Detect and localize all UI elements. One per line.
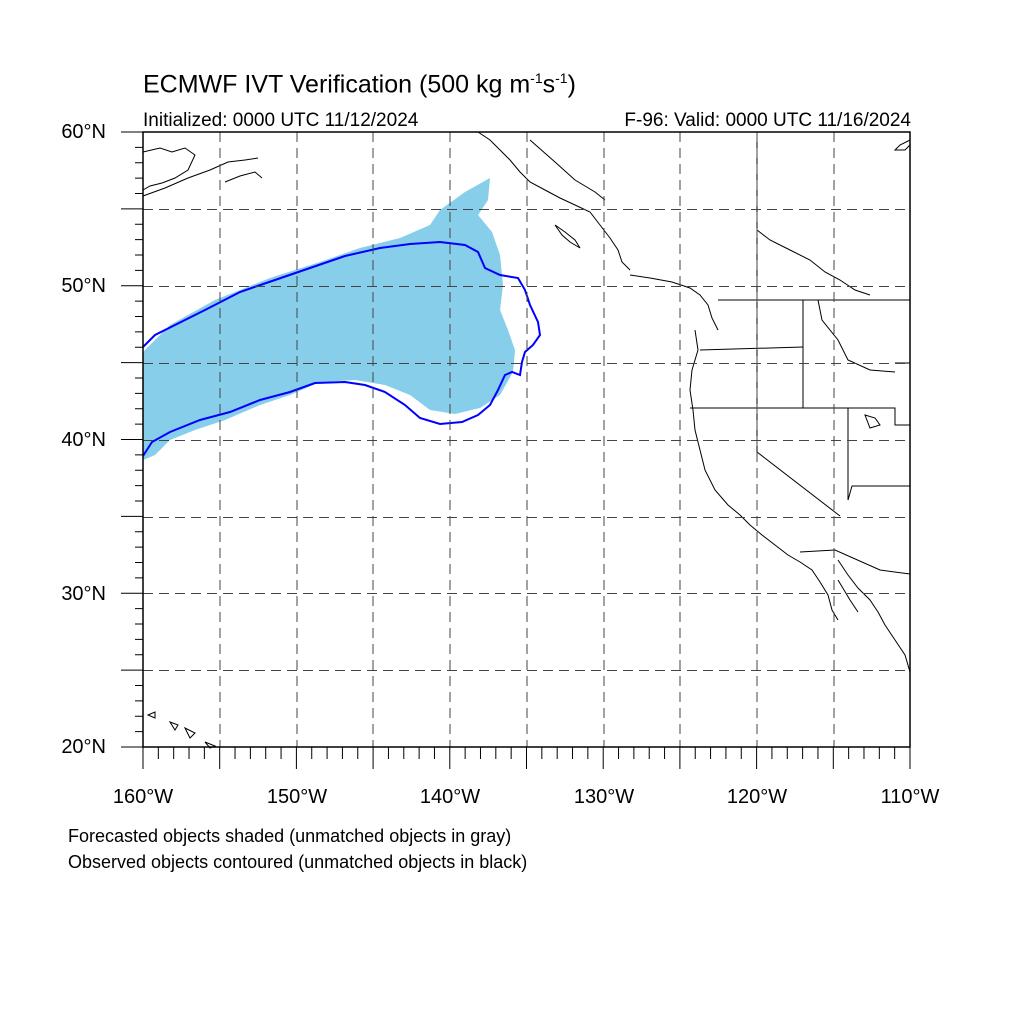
axis-ticks — [121, 131, 911, 769]
coastlines — [142, 131, 911, 749]
chart-title: ECMWF IVT Verification (500 kg m-1s-1) — [143, 70, 576, 99]
lon-label-150w: 150°W — [266, 786, 328, 808]
lat-label-50n: 50°N — [61, 275, 106, 297]
lat-label-20n: 20°N — [61, 736, 106, 758]
graticule — [143, 132, 910, 747]
valid-time-label: F-96: Valid: 0000 UTC 11/16/2024 — [624, 110, 911, 131]
initialized-label: Initialized: 0000 UTC 11/12/2024 — [143, 110, 419, 131]
observed-ivt-contour — [142, 240, 542, 457]
legend-forecast-note: Forecasted objects shaded (unmatched obj… — [68, 826, 512, 846]
lon-label-140w: 140°W — [419, 786, 481, 808]
lon-label-130w: 130°W — [573, 786, 635, 808]
political-borders — [690, 132, 911, 613]
lon-label-160w: 160°W — [112, 786, 174, 808]
lon-label-120w: 120°W — [726, 786, 788, 808]
lat-label-30n: 30°N — [61, 583, 106, 605]
lon-label-110w: 110°W — [880, 786, 940, 808]
lat-label-40n: 40°N — [61, 429, 106, 451]
legend-observed-note: Observed objects contoured (unmatched ob… — [68, 852, 528, 872]
lat-label-60n: 60°N — [61, 121, 106, 143]
forecast-ivt-object — [143, 178, 515, 460]
